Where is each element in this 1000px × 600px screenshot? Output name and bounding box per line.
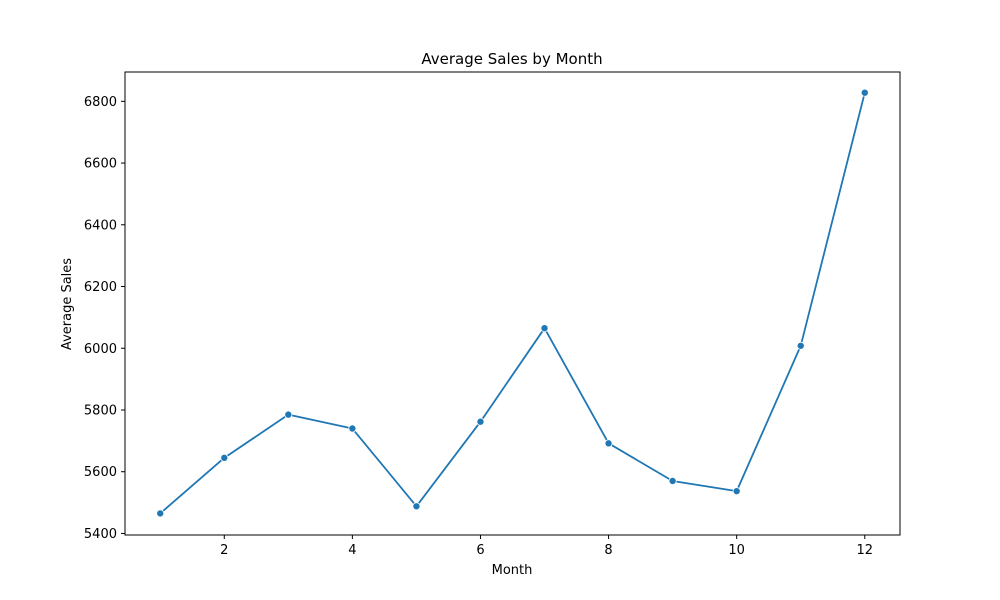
data-point <box>476 417 485 426</box>
y-tick-label: 5600 <box>84 465 117 480</box>
y-tick-label: 6000 <box>84 342 117 357</box>
x-tick-label: 6 <box>476 543 484 558</box>
axes-frame <box>124 71 901 536</box>
plot-area <box>156 88 869 518</box>
data-point <box>284 410 293 419</box>
data-point <box>348 424 357 433</box>
data-point <box>156 509 165 518</box>
x-axis: 2 4 6 8 10 12 <box>220 535 873 558</box>
data-point <box>220 453 229 462</box>
y-tick-label: 5800 <box>84 403 117 418</box>
data-point <box>860 88 869 97</box>
y-tick-label: 6800 <box>84 95 117 110</box>
data-point <box>796 341 805 350</box>
data-point <box>604 439 613 448</box>
data-point <box>540 324 549 333</box>
x-tick-label: 8 <box>604 543 612 558</box>
x-tick-label: 4 <box>348 543 356 558</box>
x-axis-label: Month <box>492 563 533 578</box>
y-tick-label: 6600 <box>84 157 117 172</box>
y-tick-label: 6200 <box>84 280 117 295</box>
y-tick-label: 6400 <box>84 218 117 233</box>
data-point <box>732 487 741 496</box>
x-tick-label: 12 <box>856 543 873 558</box>
y-axis: 5400 5600 5800 6000 6200 6400 6600 6800 <box>84 95 125 542</box>
x-tick-label: 10 <box>728 543 745 558</box>
y-axis-label: Average Sales <box>60 258 75 350</box>
data-point <box>412 502 421 511</box>
chart-title: Average Sales by Month <box>421 50 602 68</box>
series-line <box>159 92 866 515</box>
y-tick-label: 5400 <box>84 527 117 542</box>
x-tick-label: 2 <box>220 543 228 558</box>
data-point <box>668 476 677 485</box>
